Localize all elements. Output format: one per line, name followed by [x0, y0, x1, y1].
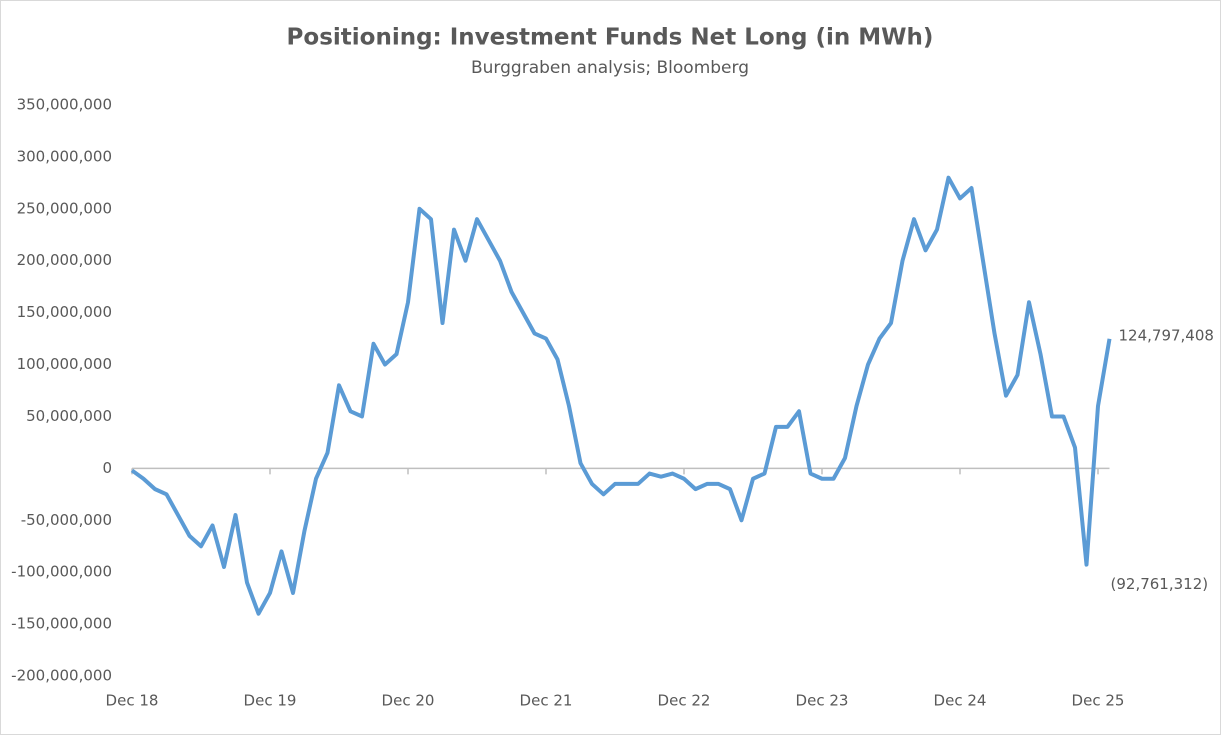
y-tick-label: 350,000,000 — [17, 96, 112, 114]
x-tick-label: Dec 20 — [382, 692, 435, 710]
y-tick-label: 200,000,000 — [17, 251, 112, 269]
series-line — [130, 175, 1112, 616]
x-tick-label: Dec 23 — [796, 692, 849, 710]
y-tick-label: 0 — [102, 459, 112, 477]
y-tick-label: 50,000,000 — [26, 407, 112, 425]
y-tick-label: 300,000,000 — [17, 147, 112, 165]
y-tick-label: 250,000,000 — [17, 199, 112, 217]
x-tick-label: Dec 25 — [1072, 692, 1125, 710]
data-label: 124,797,408 — [1119, 326, 1214, 344]
x-tick-label: Dec 21 — [520, 692, 573, 710]
x-tick-label: Dec 24 — [934, 692, 987, 710]
y-tick-label: 150,000,000 — [17, 303, 112, 321]
y-tick-label: 100,000,000 — [17, 355, 112, 373]
x-tick-label: Dec 18 — [106, 692, 159, 710]
x-tick-label: Dec 22 — [658, 692, 711, 710]
chart-subtitle: Burggraben analysis; Bloomberg — [471, 58, 749, 78]
y-tick-label: -200,000,000 — [11, 667, 112, 685]
chart-title: Positioning: Investment Funds Net Long (… — [287, 25, 934, 51]
x-tick-label: Dec 19 — [244, 692, 297, 710]
y-tick-label: -50,000,000 — [21, 511, 112, 529]
y-tick-label: -150,000,000 — [11, 615, 112, 633]
data-label: (92,761,312) — [1111, 575, 1209, 593]
y-tick-label: -100,000,000 — [11, 563, 112, 581]
